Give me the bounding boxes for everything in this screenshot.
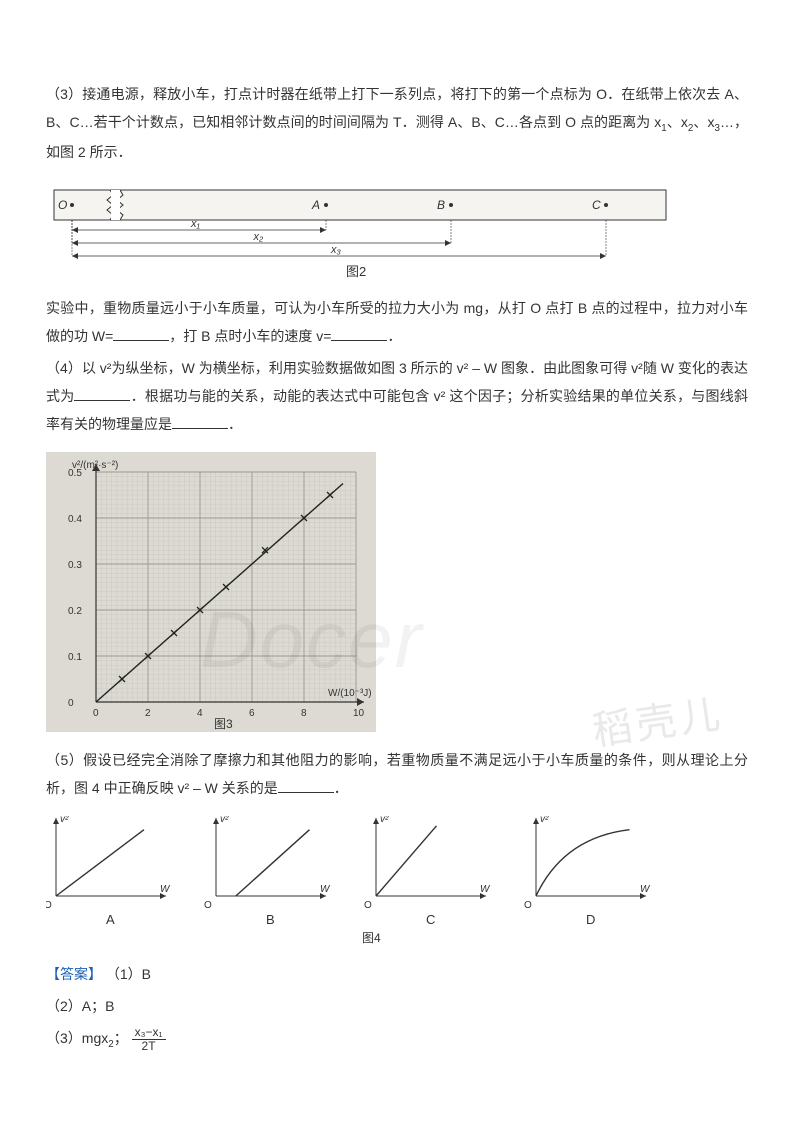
- v2-W-chart-svg: 024681000.10.20.30.40.5v²/(m²·s⁻²)W/(10⁻…: [46, 452, 376, 732]
- svg-text:8: 8: [301, 708, 307, 719]
- blank-q5: [278, 777, 334, 794]
- svg-text:O: O: [364, 900, 372, 911]
- svg-text:v²: v²: [380, 816, 389, 825]
- fraction: x₃−x₁ 2T: [132, 1026, 166, 1053]
- svg-text:D: D: [586, 912, 595, 927]
- svg-text:A: A: [106, 912, 115, 927]
- svg-text:图4: 图4: [362, 931, 381, 945]
- svg-text:图2: 图2: [346, 264, 366, 279]
- question-4-text: （4）以 v²为纵坐标，W 为横坐标，利用实验数据做如图 3 所示的 v² – …: [46, 354, 748, 438]
- svg-text:C: C: [426, 912, 435, 927]
- svg-text:0: 0: [93, 708, 99, 719]
- svg-text:A: A: [311, 198, 320, 212]
- svg-text:图3: 图3: [214, 717, 233, 731]
- svg-text:0.1: 0.1: [68, 652, 82, 663]
- svg-text:O: O: [58, 198, 67, 212]
- svg-text:W: W: [480, 884, 491, 895]
- svg-text:v²: v²: [540, 816, 549, 825]
- svg-text:0: 0: [68, 698, 74, 709]
- svg-text:10: 10: [353, 708, 365, 719]
- answer-line-3: （3）mgx2； x₃−x₁ 2T: [46, 1024, 748, 1054]
- svg-text:x₂: x₂: [253, 231, 265, 243]
- svg-text:2: 2: [145, 708, 151, 719]
- svg-text:0.2: 0.2: [68, 606, 82, 617]
- tape-strip-svg: O A B Cx₁ x₂ x₃ 图2: [46, 180, 686, 280]
- svg-text:x₁: x₁: [190, 218, 201, 230]
- question-3-text: （3）接通电源，释放小车，打点计时器在纸带上打下一系列点，将打下的第一个点标为 …: [46, 80, 748, 166]
- blank-q4b: [172, 413, 228, 430]
- svg-text:0.3: 0.3: [68, 560, 82, 571]
- svg-text:W/(10⁻³J): W/(10⁻³J): [328, 688, 372, 699]
- svg-text:v²: v²: [60, 816, 69, 825]
- svg-text:x₃: x₃: [330, 244, 342, 256]
- experiment-paragraph: 实验中，重物质量远小于小车质量，可认为小车所受的拉力大小为 mg，从打 O 点打…: [46, 294, 748, 350]
- svg-text:W: W: [640, 884, 651, 895]
- figure-3: 024681000.10.20.30.40.5v²/(m²·s⁻²)W/(10⁻…: [46, 452, 748, 732]
- svg-text:B: B: [266, 912, 275, 927]
- options-svg: Ov² W A Ov² W B Ov² W C Ov² W D 图4: [46, 816, 686, 946]
- figure-2: O A B Cx₁ x₂ x₃ 图2: [46, 180, 748, 280]
- svg-text:W: W: [160, 884, 171, 895]
- svg-text:0.4: 0.4: [68, 514, 82, 525]
- svg-text:B: B: [437, 198, 445, 212]
- svg-text:O: O: [524, 900, 532, 911]
- svg-text:C: C: [592, 198, 601, 212]
- answer-label: 【答案】: [46, 966, 102, 982]
- svg-text:O: O: [204, 900, 212, 911]
- svg-text:v²/(m²·s⁻²): v²/(m²·s⁻²): [72, 460, 118, 471]
- answer-line-1: 【答案】 （1）B: [46, 960, 748, 988]
- blank-W: [113, 325, 169, 342]
- blank-v: [331, 325, 387, 342]
- q3-part-a: （3）接通电源，释放小车，打点计时器在纸带上打下一系列点，将打下的第一个点标为 …: [46, 86, 748, 130]
- svg-text:6: 6: [249, 708, 255, 719]
- svg-text:v²: v²: [220, 816, 229, 825]
- svg-text:4: 4: [197, 708, 203, 719]
- answer-line-2: （2）A；B: [46, 992, 748, 1020]
- svg-text:W: W: [320, 884, 331, 895]
- svg-text:O: O: [46, 900, 52, 911]
- blank-q4a: [74, 385, 130, 402]
- figure-4: Ov² W A Ov² W B Ov² W C Ov² W D 图4: [46, 816, 748, 946]
- question-5-text: （5）假设已经完全消除了摩擦力和其他阻力的影响，若重物质量不满足远小于小车质量的…: [46, 746, 748, 802]
